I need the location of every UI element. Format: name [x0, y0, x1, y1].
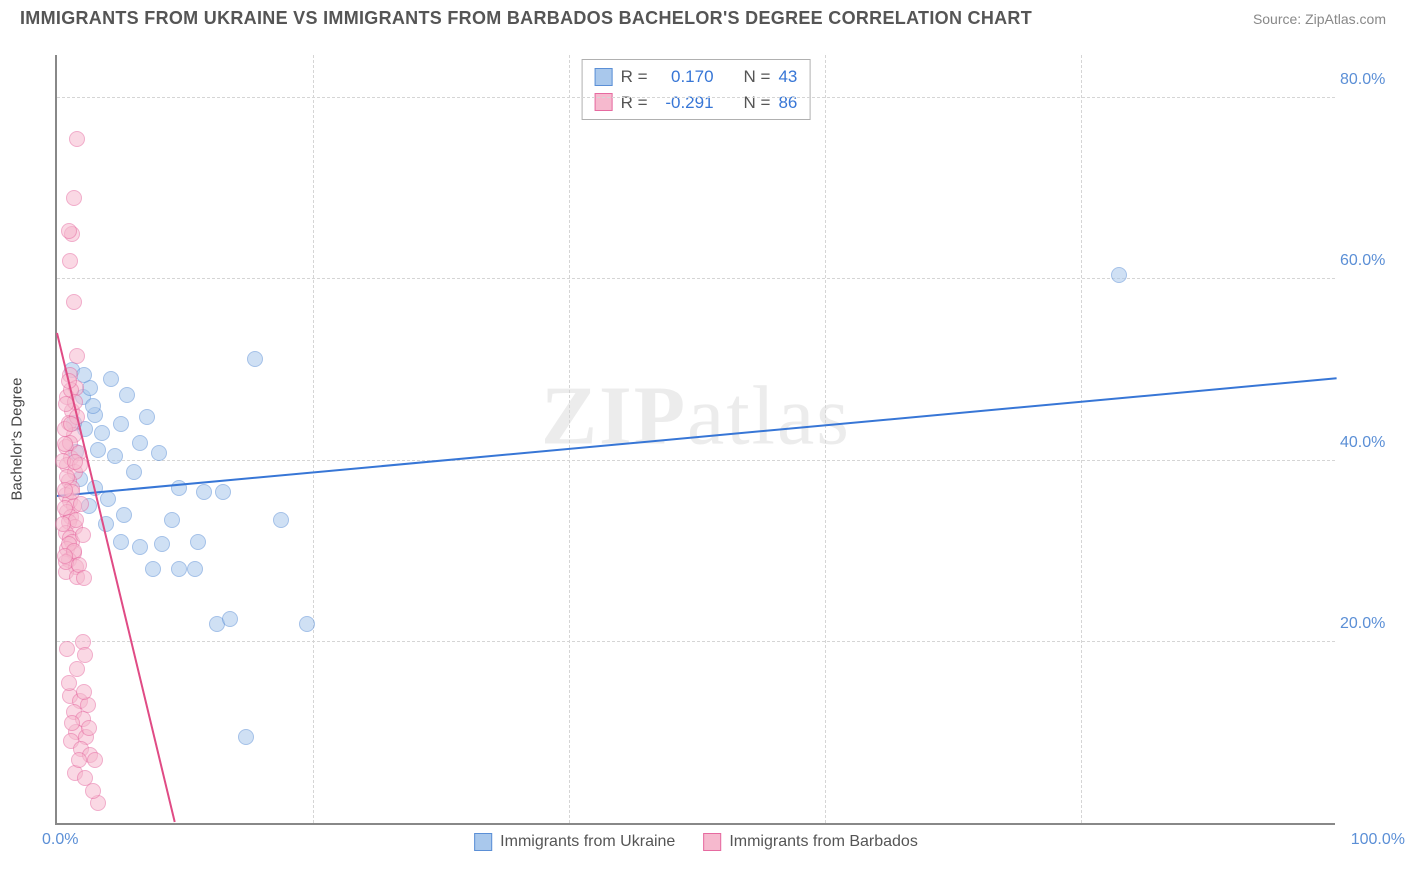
x-tick-start: 0.0%	[42, 831, 78, 849]
data-point	[57, 436, 73, 452]
legend-row: R = 0.170 N = 43	[595, 64, 798, 90]
data-point	[126, 464, 142, 480]
legend-label: Immigrants from Barbados	[729, 833, 918, 851]
data-point	[273, 512, 289, 528]
n-value: 43	[778, 64, 797, 90]
legend-label: Immigrants from Ukraine	[500, 833, 675, 851]
data-point	[75, 527, 91, 543]
data-point	[113, 416, 129, 432]
data-point	[76, 570, 92, 586]
data-point	[82, 380, 98, 396]
gridline-v	[569, 55, 570, 823]
y-tick-label: 20.0%	[1340, 615, 1400, 633]
gridline-h	[57, 460, 1335, 461]
data-point	[67, 454, 83, 470]
legend-item: Immigrants from Barbados	[703, 833, 918, 851]
data-point	[103, 371, 119, 387]
r-value: -0.291	[656, 90, 714, 116]
gridline-h	[57, 641, 1335, 642]
gridline-h	[57, 278, 1335, 279]
legend-row: R = -0.291 N = 86	[595, 90, 798, 116]
data-point	[215, 484, 231, 500]
r-label: R =	[621, 64, 648, 90]
r-value: 0.170	[656, 64, 714, 90]
y-tick-label: 80.0%	[1340, 71, 1400, 89]
x-tick-end: 100.0%	[1351, 831, 1405, 849]
data-point	[187, 561, 203, 577]
legend-series: Immigrants from Ukraine Immigrants from B…	[474, 833, 918, 851]
data-point	[81, 720, 97, 736]
trend-line	[57, 377, 1337, 497]
chart-title: IMMIGRANTS FROM UKRAINE VS IMMIGRANTS FR…	[20, 8, 1032, 29]
data-point	[151, 445, 167, 461]
data-point	[66, 294, 82, 310]
legend-swatch	[474, 833, 492, 851]
data-point	[119, 387, 135, 403]
data-point	[85, 398, 101, 414]
gridline-h	[57, 97, 1335, 98]
data-point	[76, 684, 92, 700]
data-point	[107, 448, 123, 464]
n-value: 86	[778, 90, 797, 116]
data-point	[64, 715, 80, 731]
data-point	[190, 534, 206, 550]
legend-item: Immigrants from Ukraine	[474, 833, 675, 851]
data-point	[247, 351, 263, 367]
y-tick-label: 40.0%	[1340, 434, 1400, 452]
scatter-chart: Bachelor's Degree ZIPatlas 0.0% 100.0% R…	[55, 55, 1335, 825]
data-point	[139, 409, 155, 425]
legend-swatch	[595, 68, 613, 86]
y-tick-label: 60.0%	[1340, 252, 1400, 270]
data-point	[222, 611, 238, 627]
legend-correlation: R = 0.170 N = 43 R = -0.291 N = 86	[582, 59, 811, 120]
data-point	[55, 516, 71, 532]
data-point	[299, 616, 315, 632]
data-point	[132, 539, 148, 555]
data-point	[164, 512, 180, 528]
data-point	[132, 435, 148, 451]
data-point	[69, 131, 85, 147]
legend-swatch	[703, 833, 721, 851]
data-point	[145, 561, 161, 577]
source-label: Source: ZipAtlas.com	[1253, 11, 1386, 27]
data-point	[61, 223, 77, 239]
data-point	[61, 675, 77, 691]
data-point	[1111, 267, 1127, 283]
data-point	[116, 507, 132, 523]
data-point	[238, 729, 254, 745]
n-label: N =	[744, 64, 771, 90]
data-point	[87, 752, 103, 768]
r-label: R =	[621, 90, 648, 116]
gridline-v	[313, 55, 314, 823]
data-point	[113, 534, 129, 550]
data-point	[73, 496, 89, 512]
gridline-v	[825, 55, 826, 823]
data-point	[62, 253, 78, 269]
data-point	[94, 425, 110, 441]
data-point	[57, 482, 73, 498]
y-axis-title: Bachelor's Degree	[9, 378, 26, 501]
legend-swatch	[595, 93, 613, 111]
data-point	[59, 641, 75, 657]
data-point	[196, 484, 212, 500]
data-point	[85, 783, 101, 799]
data-point	[100, 491, 116, 507]
data-point	[69, 348, 85, 364]
data-point	[171, 561, 187, 577]
data-point	[90, 442, 106, 458]
gridline-v	[1081, 55, 1082, 823]
data-point	[71, 752, 87, 768]
data-point	[66, 190, 82, 206]
n-label: N =	[744, 90, 771, 116]
data-point	[154, 536, 170, 552]
watermark: ZIPatlas	[541, 367, 851, 464]
